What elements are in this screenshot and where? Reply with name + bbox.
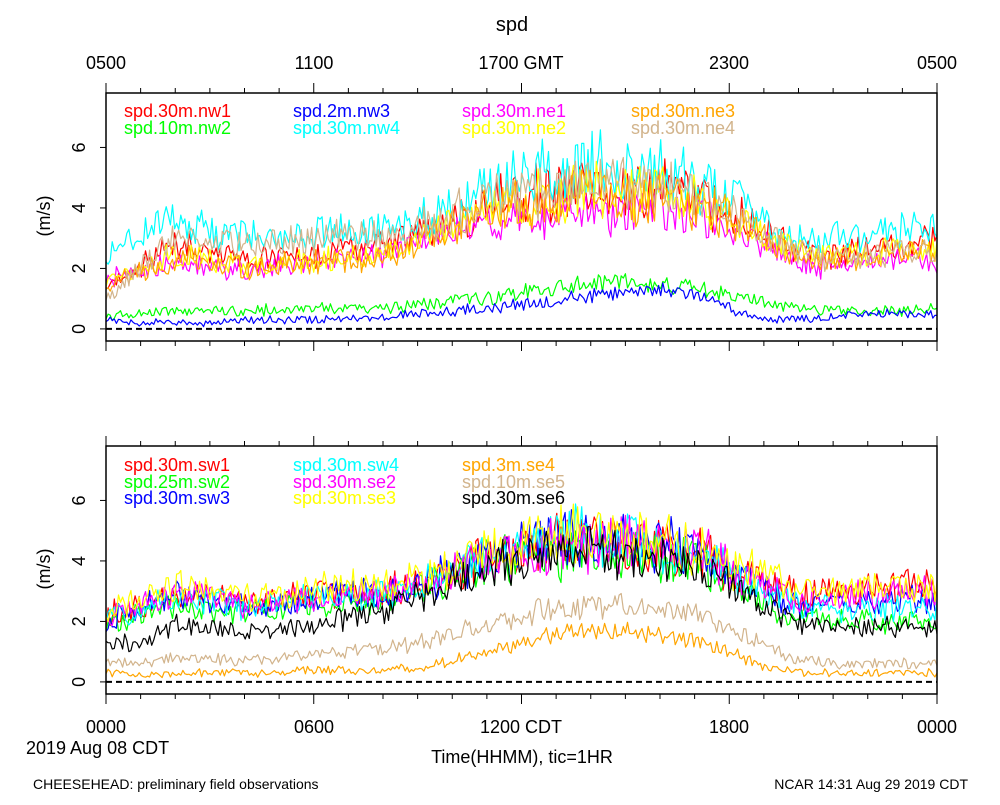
top-tick-label-1: 0500	[86, 53, 126, 73]
legend-entry-spd-25m-sw2: spd.25m.sw2	[124, 472, 230, 492]
series-line-spd-3m-se4	[106, 621, 937, 679]
bottom-tick-label-2: 0600	[294, 717, 334, 737]
figure-title: spd	[496, 14, 528, 36]
legend-entry-spd-30m-ne4: spd.30m.ne4	[631, 118, 735, 138]
legend-entry-spd-10m-nw2: spd.10m.nw2	[124, 118, 231, 138]
bottom-tick-label-5: 0000	[917, 717, 957, 737]
legend-entry-spd-30m-nw4: spd.30m.nw4	[293, 118, 400, 138]
legend-entry-spd-30m-ne2: spd.30m.ne2	[462, 118, 566, 138]
y-tick-label: 4	[69, 203, 89, 213]
top-tick-label-3: 1700 GMT	[478, 53, 563, 73]
legend-entry-spd-30m-ne3: spd.30m.ne3	[631, 101, 735, 121]
legend-entry-spd-2m-nw3: spd.2m.nw3	[293, 101, 390, 121]
legend-entry-spd-30m-sw4: spd.30m.sw4	[293, 455, 399, 475]
bottom-panel-series	[106, 503, 937, 679]
series-line-spd-30m-ne2	[106, 160, 937, 287]
series-line-spd-30m-se2	[106, 514, 937, 627]
series-line-spd-30m-ne4	[106, 156, 937, 301]
bottom-panel-ylabel: (m/s)	[34, 549, 54, 590]
series-line-spd-30m-se3	[106, 503, 937, 623]
footer-left-text: CHEESEHEAD: preliminary field observatio…	[33, 776, 319, 792]
legend-entry-spd-10m-se5: spd.10m.se5	[462, 472, 565, 492]
x-axis-label: Time(HHMM), tic=1HR	[431, 747, 613, 767]
series-line-spd-10m-se5	[106, 592, 937, 670]
y-tick-label: 6	[69, 495, 89, 505]
y-tick-label: 0	[69, 324, 89, 334]
bottom-tick-label-4: 1800	[709, 717, 749, 737]
y-tick-label: 0	[69, 677, 89, 687]
bottom-tick-label-3: 1200 CDT	[480, 717, 562, 737]
top-panel-ylabel: (m/s)	[34, 196, 54, 237]
legend-entry-spd-3m-se4: spd.3m.se4	[462, 455, 555, 475]
legend-entry-spd-30m-ne1: spd.30m.ne1	[462, 101, 566, 121]
series-line-spd-30m-se6	[106, 526, 937, 653]
top-tick-label-4: 2300	[709, 53, 749, 73]
y-tick-label: 2	[69, 616, 89, 626]
legend-entry-spd-30m-se2: spd.30m.se2	[293, 472, 396, 492]
series-line-spd-30m-nw4	[106, 129, 937, 265]
top-tick-label-2: 1100	[295, 53, 334, 73]
y-tick-label: 2	[69, 263, 89, 273]
series-line-spd-2m-nw3	[106, 282, 937, 328]
bottom-tick-label-1: 0000	[86, 717, 126, 737]
footer-right-text: NCAR 14:31 Aug 29 2019 CDT	[774, 776, 968, 792]
top-panel-legend: spd.30m.nw1spd.10m.nw2spd.2m.nw3spd.30m.…	[124, 101, 735, 138]
series-line-spd-30m-ne1	[106, 187, 937, 288]
legend-entry-spd-30m-se3: spd.30m.se3	[293, 488, 396, 508]
date-label: 2019 Aug 08 CDT	[26, 738, 169, 758]
y-tick-label: 6	[69, 142, 89, 152]
top-panel-ticks: 0 2 4 6	[69, 83, 938, 351]
series-line-spd-30m-ne3	[106, 169, 937, 292]
series-line-spd-10m-nw2	[106, 273, 937, 321]
legend-entry-spd-30m-sw3: spd.30m.sw3	[124, 488, 230, 508]
y-tick-label: 4	[69, 556, 89, 566]
top-tick-label-5: 0500	[917, 53, 957, 73]
bottom-panel-ticks: 0 2 4 6	[69, 436, 938, 704]
legend-entry-spd-30m-nw1: spd.30m.nw1	[124, 101, 231, 121]
legend-entry-spd-30m-se6: spd.30m.se6	[462, 488, 565, 508]
top-panel-series	[106, 129, 937, 328]
legend-entry-spd-30m-sw1: spd.30m.sw1	[124, 455, 230, 475]
